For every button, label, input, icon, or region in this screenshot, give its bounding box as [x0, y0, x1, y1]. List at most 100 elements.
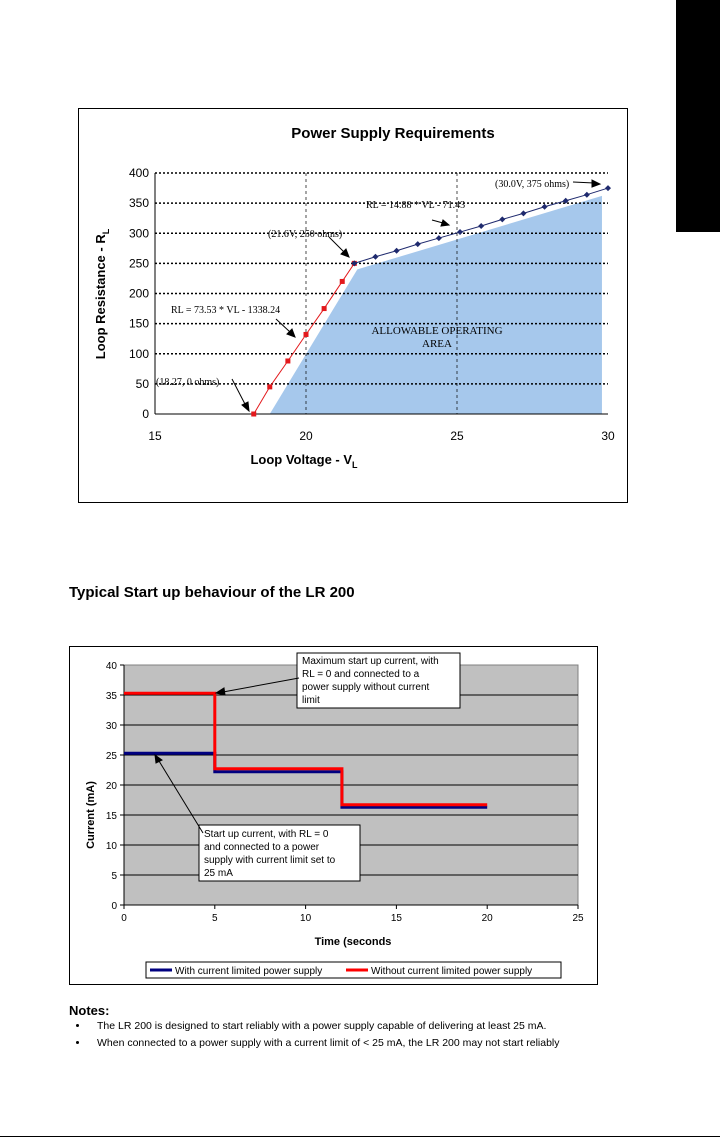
allowable-operating-area [269, 195, 602, 414]
startup-chart: 0 5 10 15 20 25 30 35 40 0 5 10 15 20 25 Maximum start… [69, 646, 598, 985]
series-line-0 [124, 751, 488, 809]
chart1-ylabel-sub: L [101, 228, 111, 234]
data-point [478, 223, 485, 230]
y-tick-label: 35 [106, 691, 118, 702]
arrow-top-head [214, 687, 226, 696]
arrow-mid [328, 236, 345, 253]
x-tick-label: 20 [299, 429, 313, 443]
y-tick-label: 15 [106, 811, 118, 822]
chart1-xlabel-main: Loop Voltage - V [250, 452, 352, 467]
callout-top-box [296, 652, 461, 709]
chart2-legend: With current limited power supply Withou… [145, 961, 562, 979]
legend-label-with: With current limited power supply [175, 966, 322, 977]
pt-start-label: (18.27, 0 ohms) [156, 377, 219, 388]
chart1-title: Power Supply Requirements [291, 125, 494, 142]
callout-top-line2: RL = 0 and connected to a [302, 669, 420, 680]
y-tick-label: 300 [129, 226, 149, 240]
callout-top-line3: power supply without current [302, 682, 430, 693]
y-tick-label: 200 [129, 287, 149, 301]
x-tick-label: 15 [148, 429, 162, 443]
data-point [393, 247, 400, 254]
eq-blue-label: RL = 14.88 * VL - 71.43 [366, 200, 465, 211]
x-tick-label: 5 [212, 913, 218, 924]
data-point [372, 253, 379, 260]
data-point [303, 331, 309, 337]
y-tick-label: 5 [111, 871, 117, 882]
arrow-start [231, 378, 247, 407]
x-tick-label: 0 [121, 913, 127, 924]
page-heading: Typical Start up behaviour of the LR 200 [69, 584, 355, 601]
data-point [499, 216, 506, 223]
y-tick-label: 0 [142, 407, 149, 421]
data-point [562, 197, 569, 204]
x-tick-label: 25 [450, 429, 464, 443]
y-tick-label: 50 [136, 377, 150, 391]
arrow-blue-eq-head [440, 219, 451, 227]
callout-bottom-line2: and connected to a power [204, 842, 320, 853]
chart1-xlabel-sub: L [352, 460, 358, 470]
y-tick-label: 350 [129, 196, 149, 210]
y-tick-label: 400 [129, 166, 149, 180]
callout-bottom-box [198, 824, 361, 882]
callout-top-line4: limit [302, 695, 320, 706]
notes-section: Notes: The LR 200 is designed to start r… [69, 1003, 629, 1054]
region-label-line2: AREA [422, 338, 452, 350]
pt-mid-label: (21.6V, 250 ohms) [268, 229, 342, 240]
arrow-blue-eq [431, 219, 444, 224]
data-point [267, 384, 273, 390]
y-tick-label: 250 [129, 256, 149, 270]
callout-top: Maximum start up current, with RL = 0 an… [296, 652, 461, 709]
x-tick-label: 15 [391, 913, 403, 924]
notes-list: The LR 200 is designed to start reliably… [69, 1020, 629, 1050]
y-tick-label: 20 [106, 781, 118, 792]
series-line-1 [124, 691, 488, 807]
chart2-arrows [154, 677, 300, 834]
footer-rule [0, 1136, 720, 1137]
callout-top-line1: Maximum start up current, with [302, 656, 439, 667]
x-tick-label: 10 [300, 913, 312, 924]
data-point [251, 411, 257, 417]
note-item: When connected to a power supply with a … [89, 1037, 629, 1050]
data-point [351, 260, 358, 267]
x-tick-label: 20 [482, 913, 494, 924]
callout-bottom: Start up current, with RL = 0 and connec… [198, 824, 361, 882]
data-point [541, 203, 548, 210]
side-tab-marker [676, 0, 720, 232]
arrow-mid-head [340, 248, 350, 258]
data-point [339, 278, 345, 284]
callout-bottom-line4: 25 mA [204, 868, 233, 879]
y-tick-label: 10 [106, 841, 118, 852]
y-tick-label: 40 [106, 661, 118, 672]
chart1-ylabel-main: Loop Resistance - R [93, 234, 108, 360]
y-tick-label: 100 [129, 347, 149, 361]
data-point [457, 229, 464, 236]
power-supply-chart-svg: 0 50 100 150 200 250 300 350 400 15 20 25 30 Power S… [93, 125, 615, 470]
y-tick-label: 25 [106, 751, 118, 762]
data-point [285, 358, 291, 364]
chart2-ylabel: Current (mA) [85, 781, 97, 849]
arrow-end-head [591, 179, 602, 188]
chart1-arrows [231, 179, 602, 413]
pt-end-label: (30.0V, 375 ohms) [495, 179, 569, 190]
arrow-red-eq [275, 318, 291, 333]
power-supply-chart: 0 50 100 150 200 250 300 350 400 15 20 25 30 Power S… [78, 108, 628, 503]
chart2-xlabel: Time (seconds [315, 936, 392, 948]
x-tick-label: 25 [572, 913, 584, 924]
arrow-bottom [158, 760, 204, 834]
data-point [583, 191, 590, 198]
arrow-start-head [241, 401, 250, 413]
data-point [435, 235, 442, 242]
y-tick-label: 30 [106, 721, 118, 732]
data-point [321, 306, 327, 312]
y-tick-label: 150 [129, 317, 149, 331]
data-point [414, 241, 421, 248]
arrow-bottom-head [154, 753, 163, 764]
data-point [605, 185, 611, 192]
region-label-line1: ALLOWABLE OPERATING [371, 325, 502, 337]
y-tick-label: 0 [111, 901, 117, 912]
callout-bottom-line1: Start up current, with RL = 0 [204, 829, 329, 840]
notes-title: Notes: [69, 1003, 110, 1018]
chart1-ylabel: Loop Resistance - RL [93, 228, 111, 359]
data-point [520, 210, 527, 217]
arrow-red-eq-head [286, 328, 296, 338]
